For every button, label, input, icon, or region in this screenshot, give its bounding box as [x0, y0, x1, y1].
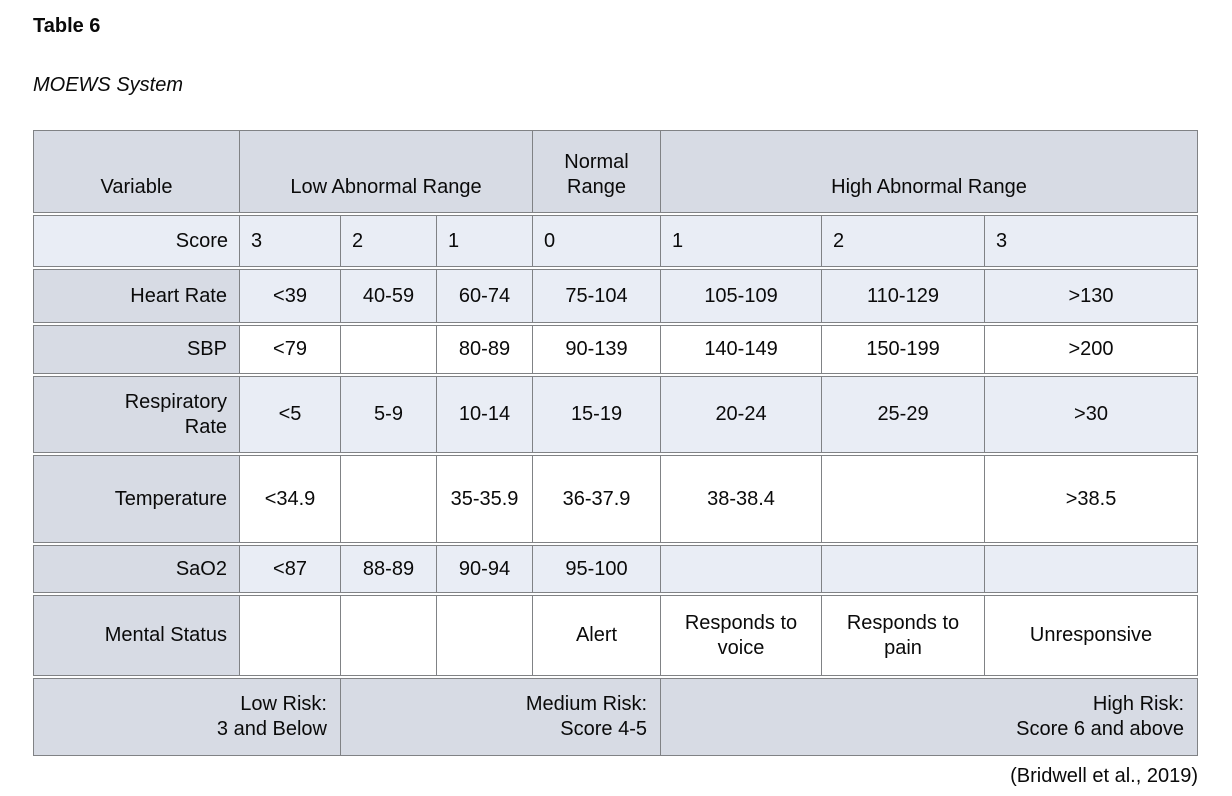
header-variable: Variable: [33, 130, 240, 213]
header-low-abnormal-range: Low Abnormal Range: [240, 130, 534, 213]
cell: 38-38.4: [661, 455, 823, 543]
table-row-temperature: Temperature <34.9 35-35.9 36-37.9 38-38.…: [33, 455, 1199, 543]
cell: 95-100: [533, 545, 662, 593]
table-title: MOEWS System: [33, 74, 184, 96]
cell: 15-19: [533, 376, 662, 453]
score-value: 0: [533, 215, 662, 267]
header-normal-range: Normal Range: [533, 130, 662, 213]
cell: [822, 455, 986, 543]
cell: >200: [985, 325, 1199, 374]
cell: 20-24: [661, 376, 823, 453]
cell: [661, 545, 823, 593]
cell: Unresponsive: [985, 595, 1199, 676]
cell: >38.5: [985, 455, 1199, 543]
cell: Responds to pain: [822, 595, 986, 676]
cell: 90-94: [437, 545, 534, 593]
table-row-respiratory-rate: Respiratory Rate <5 5-9 10-14 15-19 20-2…: [33, 376, 1199, 453]
cell: 90-139: [533, 325, 662, 374]
cell: 40-59: [341, 269, 437, 323]
row-label: Mental Status: [33, 595, 240, 676]
cell: <87: [240, 545, 341, 593]
cell: [341, 595, 437, 676]
score-value: 2: [822, 215, 986, 267]
table-label: Table 6: [33, 15, 101, 37]
row-label: SBP: [33, 325, 240, 374]
table-row-sao2: SaO2 <87 88-89 90-94 95-100: [33, 545, 1199, 593]
row-label: Temperature: [33, 455, 240, 543]
cell: 140-149: [661, 325, 823, 374]
cell: <79: [240, 325, 341, 374]
score-row-label: Score: [33, 215, 240, 267]
cell: 80-89: [437, 325, 534, 374]
cell: [822, 545, 986, 593]
cell: 110-129: [822, 269, 986, 323]
cell: >130: [985, 269, 1199, 323]
score-value: 1: [437, 215, 534, 267]
cell: [240, 595, 341, 676]
row-label: SaO2: [33, 545, 240, 593]
cell: [437, 595, 534, 676]
cell: <39: [240, 269, 341, 323]
cell: <5: [240, 376, 341, 453]
cell: 10-14: [437, 376, 534, 453]
cell: 35-35.9: [437, 455, 534, 543]
cell: [985, 545, 1199, 593]
risk-footer-row: Low Risk: 3 and Below Medium Risk: Score…: [33, 678, 1199, 756]
low-risk-cell: Low Risk: 3 and Below: [33, 678, 341, 756]
high-risk-cell: High Risk: Score 6 and above: [661, 678, 1199, 756]
cell: 36-37.9: [533, 455, 662, 543]
cell: 60-74: [437, 269, 534, 323]
cell: <34.9: [240, 455, 341, 543]
score-value: 3: [985, 215, 1199, 267]
score-row: Score 3 2 1 0 1 2 3: [33, 215, 1199, 267]
cell: 105-109: [661, 269, 823, 323]
score-value: 1: [661, 215, 823, 267]
table-row-mental-status: Mental Status Alert Responds to voice Re…: [33, 595, 1199, 676]
header-high-abnormal-range: High Abnormal Range: [661, 130, 1199, 213]
table-row-sbp: SBP <79 80-89 90-139 140-149 150-199 >20…: [33, 325, 1199, 374]
cell: [341, 325, 437, 374]
cell: >30: [985, 376, 1199, 453]
cell: [341, 455, 437, 543]
score-value: 3: [240, 215, 341, 267]
medium-risk-cell: Medium Risk: Score 4-5: [341, 678, 662, 756]
row-label: Heart Rate: [33, 269, 240, 323]
cell: 150-199: [822, 325, 986, 374]
row-label: Respiratory Rate: [33, 376, 240, 453]
citation: (Bridwell et al., 2019): [1010, 765, 1198, 787]
moews-table: Variable Low Abnormal Range Normal Range…: [33, 128, 1199, 758]
cell: Responds to voice: [661, 595, 823, 676]
cell: 75-104: [533, 269, 662, 323]
table-row-heart-rate: Heart Rate <39 40-59 60-74 75-104 105-10…: [33, 269, 1199, 323]
cell: Alert: [533, 595, 662, 676]
cell: 25-29: [822, 376, 986, 453]
table-header-row: Variable Low Abnormal Range Normal Range…: [33, 130, 1199, 213]
cell: 5-9: [341, 376, 437, 453]
cell: 88-89: [341, 545, 437, 593]
score-value: 2: [341, 215, 437, 267]
